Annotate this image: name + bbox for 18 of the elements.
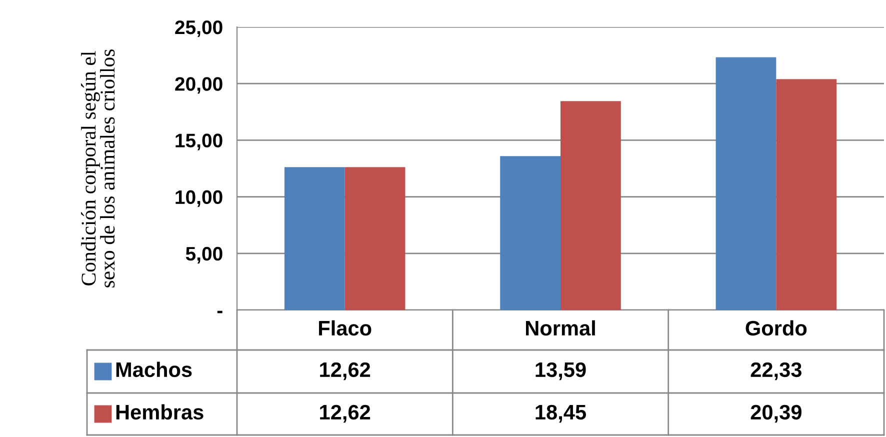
x-tick-label: Normal [526, 320, 595, 336]
data-label: 18,45 [536, 404, 586, 423]
data-label: 13,59 [536, 362, 586, 380]
data-label: 12,62 [320, 404, 370, 423]
data-label: 12,62 [320, 362, 370, 380]
y-tick-label: 20,00 [175, 77, 222, 94]
y-axis-title: Condición corporal según el sexo de los animales criollos [81, 49, 115, 288]
y-tick-label: 25,00 [175, 20, 222, 38]
y-tick-label: 10,00 [176, 190, 222, 207]
y-tick-label: - [217, 310, 222, 314]
y-tick-label: 15,00 [176, 134, 222, 150]
x-tick-label: Gordo [746, 320, 807, 336]
data-label: 20,39 [750, 404, 802, 423]
legend-label: Machos [116, 362, 192, 378]
legend-label: Hembras [116, 404, 204, 420]
x-tick-label: Flaco [319, 320, 372, 336]
data-label: 22,33 [750, 362, 802, 380]
y-tick-label: 5,00 [186, 246, 222, 264]
